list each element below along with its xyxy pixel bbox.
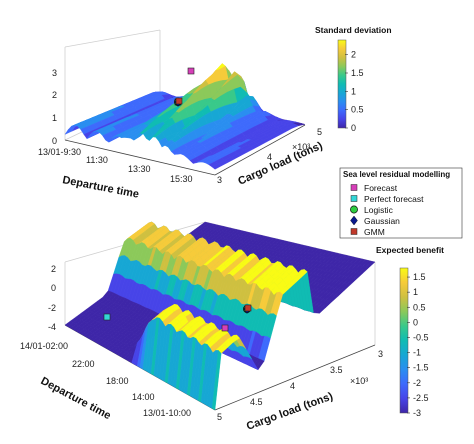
legend-label: Forecast	[364, 183, 398, 193]
colorbar-tick-label: -0.5	[413, 332, 429, 342]
legend-label: Gaussian	[364, 216, 400, 226]
top-surface-mesh	[64, 63, 306, 170]
top-y-tick: 4	[267, 152, 272, 162]
surface-cell	[211, 163, 222, 170]
legend-label: GMM	[364, 227, 385, 237]
bottom-x-tick: 14:00	[132, 392, 155, 402]
legend-title: Sea level residual modelling	[343, 170, 450, 179]
top-axes-front	[64, 124, 306, 176]
colorbar-tick-label: 1	[351, 86, 356, 96]
bottom-x-label: Departure time	[39, 375, 113, 422]
bottom-surface-plot: 2 0 -2 -4 14/01-02:00 22:00 18:00 14:00 …	[20, 221, 444, 433]
top-marker-gmm	[175, 97, 183, 105]
top-x-tick: 11:30	[86, 155, 108, 165]
top-y-tick: 5	[317, 127, 322, 137]
bottom-x-tick: 14/01-02:00	[20, 341, 68, 351]
top-z-tick: 1	[52, 113, 57, 123]
top-x-tick: 15:30	[170, 174, 193, 184]
top-colorbar	[337, 39, 347, 129]
bottom-y-tick: 3	[378, 349, 383, 359]
colorbar-tick-label: 1.5	[413, 272, 426, 282]
legend-marker	[350, 205, 358, 214]
colorbar-tick-label: 2	[351, 50, 356, 60]
legend-marker	[350, 195, 358, 202]
bottom-x-tick: 18:00	[106, 376, 129, 386]
legend-box	[339, 167, 463, 239]
top-z-tick: 2	[52, 90, 57, 100]
colorbar-tick-label: -1.5	[413, 363, 429, 373]
colorbar-tick-label: 1	[413, 287, 418, 297]
bottom-marker-forecast	[221, 324, 229, 332]
colorbar-tick-label: 0	[413, 317, 418, 327]
bottom-marker-perfect-forecast	[103, 313, 111, 321]
bottom-surface-mesh	[64, 221, 376, 411]
bottom-colorbar-title: Expected benefit	[376, 245, 444, 255]
colorbar-tick-label: 0	[351, 123, 356, 133]
bottom-y-tick: 3.5	[330, 365, 343, 375]
bottom-z-tick: 0	[51, 283, 56, 293]
top-y-exponent: ×10³	[292, 142, 310, 152]
colorbar-tick-label: -2	[413, 378, 421, 388]
bottom-y-tick: 5	[217, 412, 222, 422]
top-surface-plot: 0 1 2 3 13/01-9:30 11:30 13:30 15:30 3 4…	[38, 25, 392, 201]
top-marker-forecast	[187, 67, 195, 75]
legend-label: Logistic	[364, 205, 394, 215]
legend-marker	[350, 215, 358, 226]
legend-marker	[350, 184, 358, 191]
top-colorbar-ticks: 2 1.5 1 0.5 0	[345, 50, 364, 133]
bottom-z-tick: -2	[48, 303, 56, 313]
top-colorbar-title: Standard deviation	[315, 25, 392, 35]
legend: Sea level residual modelling ForecastPer…	[339, 167, 463, 239]
colorbar-tick-label: -1	[413, 348, 421, 358]
surface-cell	[211, 349, 222, 411]
top-x-label: Departure time	[61, 174, 140, 201]
bottom-y-exponent: ×10³	[350, 376, 368, 386]
legend-label: Perfect forecast	[364, 194, 424, 204]
bottom-z-tick: 2	[51, 264, 56, 274]
colorbar-tick-label: 1.5	[351, 68, 364, 78]
bottom-y-tick: 4	[290, 381, 295, 391]
colorbar-tick-label: 0.5	[413, 302, 426, 312]
bottom-y-tick: 4.5	[250, 397, 263, 407]
bottom-colorbar	[399, 267, 409, 414]
top-y-tick: 3	[217, 175, 222, 185]
colorbar-tick-label: 0.5	[351, 105, 364, 115]
bottom-colorbar-ticks: 1.5 1 0.5 0 -0.5 -1 -1.5 -2 -2.5 -3	[407, 272, 429, 418]
top-z-tick: 3	[52, 68, 57, 78]
bottom-markers	[103, 304, 252, 332]
top-z-tick: 0	[52, 136, 57, 146]
top-markers	[173, 67, 195, 107]
bottom-marker-gmm	[244, 304, 252, 312]
colorbar-tick-label: -2.5	[413, 393, 429, 403]
bottom-x-tick: 13/01-10:00	[143, 408, 191, 418]
top-x-tick: 13/01-9:30	[38, 147, 81, 157]
bottom-z-tick: -4	[48, 322, 56, 332]
legend-marker	[350, 228, 358, 235]
bottom-x-tick: 22:00	[72, 359, 95, 369]
top-x-tick: 13:30	[128, 164, 151, 174]
colorbar-tick-label: -3	[413, 408, 421, 418]
